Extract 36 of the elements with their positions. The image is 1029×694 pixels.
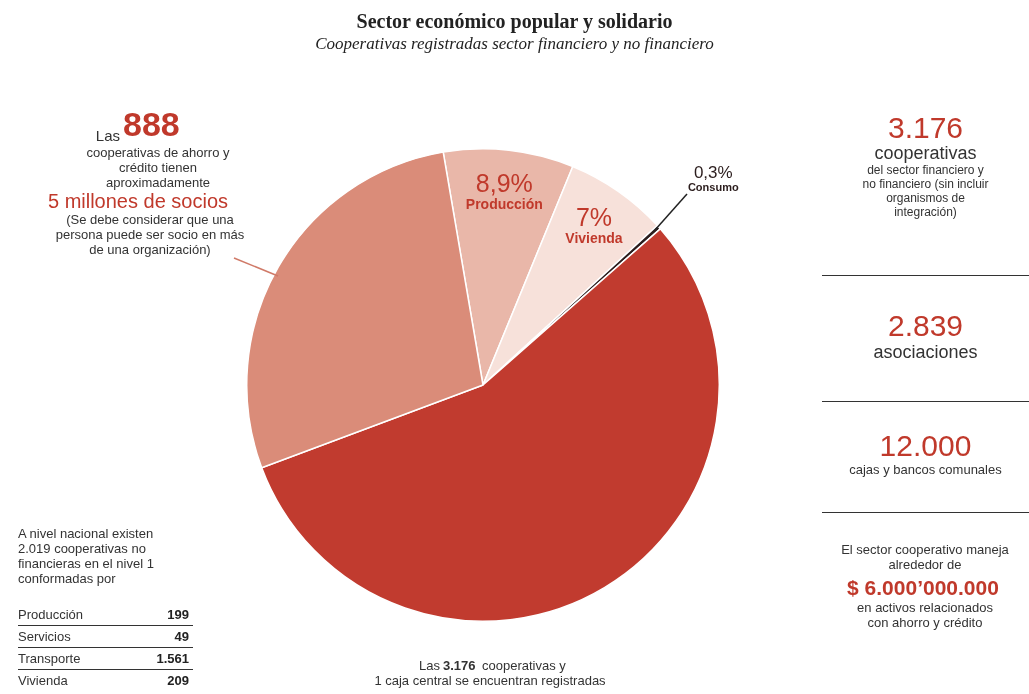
text: A nivel nacional existen 2.019 cooperativas no financieras en el nivel 1 conformadas por (18, 526, 155, 586)
data-label: 0,3% (693, 163, 733, 183)
text: 3.176 (886, 111, 965, 144)
text: Las (94, 127, 120, 144)
text: 2.839 (886, 309, 965, 342)
text: cooperativas (873, 143, 978, 163)
text: 3.176 (443, 658, 477, 673)
text: 12.000 (878, 429, 973, 462)
text: cooperativas y (482, 658, 567, 673)
text: asociaciones (872, 342, 979, 362)
text: 5 millones de socios (46, 190, 230, 212)
data-label: 49 (132, 625, 193, 648)
data-label: 7% (575, 203, 613, 232)
text: (Se debe considerar que una persona puede ser socio en más de una organización) (55, 212, 245, 257)
slice-label: Producción (465, 196, 543, 213)
data-label: 209 (166, 672, 190, 690)
data-label: 8,9% (475, 169, 533, 198)
text: cooperativas de ahorro y crédito tienen aproximadamente (85, 145, 231, 190)
chart-subtitle: Cooperativas registradas sector financiero y no financiero (314, 34, 715, 54)
text: Las (418, 658, 440, 673)
text: del sector financiero y no financiero (sin incluir organismos de integración) (861, 163, 990, 219)
text: El sector cooperativo maneja alrededor de (840, 542, 1010, 572)
data-label: 1.561 (132, 647, 193, 670)
category-label: Producción (18, 604, 133, 626)
text: cajas y bancos comunales (848, 462, 1003, 477)
slice-label: Consumo (687, 181, 739, 194)
slice-label: Vivienda (565, 230, 623, 247)
category-label: Transporte (18, 647, 133, 670)
text: 888 (123, 105, 181, 143)
text: $ 6.000’000.000 (846, 576, 1000, 599)
category-label: Vivienda (18, 672, 69, 690)
text: 1 caja central se encuentran registradas (373, 673, 607, 688)
chart-title: Sector económico popular y solidario (355, 10, 674, 33)
text: en activos relacionados con ahorro y crédito (856, 600, 994, 630)
data-label: 199 (132, 604, 193, 626)
category-label: Servicios (18, 625, 133, 648)
